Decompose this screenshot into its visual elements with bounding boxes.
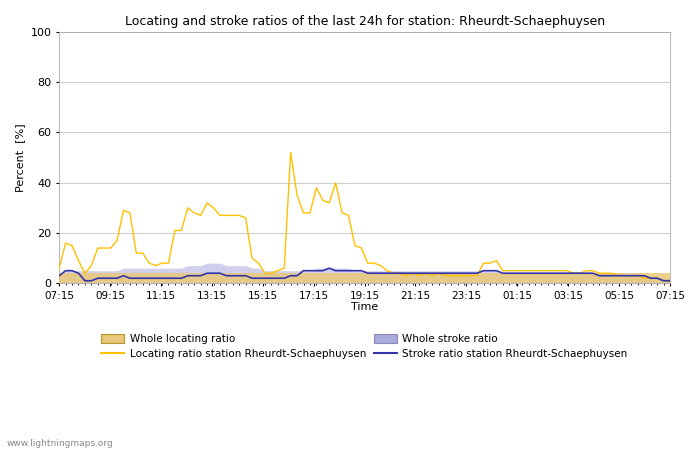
Legend: Whole locating ratio, Locating ratio station Rheurdt-Schaephuysen, Whole stroke : Whole locating ratio, Locating ratio sta… — [102, 334, 628, 360]
Text: www.lightningmaps.org: www.lightningmaps.org — [7, 439, 113, 448]
Title: Locating and stroke ratios of the last 24h for station: Rheurdt-Schaephuysen: Locating and stroke ratios of the last 2… — [125, 15, 605, 28]
Y-axis label: Percent  [%]: Percent [%] — [15, 123, 25, 192]
X-axis label: Time: Time — [351, 302, 378, 312]
